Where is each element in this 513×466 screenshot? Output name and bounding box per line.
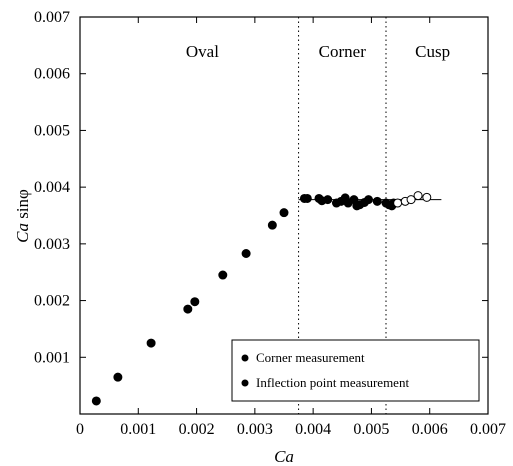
inflection-point-measurement-point: [218, 270, 228, 280]
plot-area: 0 0.001 0.002 0.003 0.004 0.005 0.006 0.007 0.0…: [34, 9, 506, 438]
data-points: [91, 191, 432, 406]
y-tick-label: 0.001: [34, 349, 70, 366]
x-tick-label: 0.005: [353, 421, 389, 438]
region-boundaries: [298, 17, 387, 414]
legend-marker-inflection: [241, 379, 249, 387]
y-tick-label: 0.007: [34, 9, 70, 26]
x-axis-title: Ca: [274, 447, 294, 466]
inflection-point-measurement-point: [91, 396, 101, 406]
y-axis-ticks: 0.001 0.002 0.003 0.004 0.005 0.006 0.007: [34, 9, 488, 366]
legend-box: [231, 339, 480, 402]
inflection-point-measurement-point: [279, 208, 289, 218]
inflection-point-measurement-point: [302, 193, 312, 203]
inflection-point-measurement-point: [146, 338, 156, 348]
inflection-point-measurement-point: [190, 297, 200, 307]
y-tick-label: 0.004: [34, 179, 70, 196]
corner-measurement-point: [406, 195, 416, 205]
y-tick-label: 0.006: [34, 66, 70, 83]
x-axis-ticks: 0 0.001 0.002 0.003 0.004 0.005 0.006 0.007: [76, 17, 506, 438]
plot-frame: [79, 16, 489, 415]
region-labels: Oval Corner Cusp: [186, 42, 450, 61]
x-tick-label: 0.002: [179, 421, 215, 438]
legend-label-inflection: Inflection point measurement: [256, 375, 409, 390]
x-tick-label: 0.001: [120, 421, 156, 438]
legend-label-corner: Corner measurement: [256, 350, 365, 365]
region-label-corner: Corner: [319, 42, 367, 61]
x-tick-label: 0.007: [470, 421, 506, 438]
legend: Corner measurement Inflection point meas…: [231, 339, 480, 402]
y-tick-label: 0.002: [34, 293, 70, 310]
legend-marker-corner: [241, 354, 249, 362]
x-tick-label: 0: [76, 421, 84, 438]
inflection-point-measurement-point: [323, 195, 333, 205]
inflection-point-measurement-point: [372, 196, 382, 206]
inflection-point-measurement-point: [183, 304, 193, 314]
x-tick-label: 0.006: [412, 421, 448, 438]
inflection-point-measurement-point: [241, 248, 251, 258]
x-tick-label: 0.004: [295, 421, 331, 438]
corner-measurement-point: [422, 192, 432, 202]
region-label-oval: Oval: [186, 42, 219, 61]
corner-measurement-point: [413, 191, 423, 201]
corner-measurement-point: [393, 198, 403, 208]
y-axis-title: Ca sinφ: [13, 189, 32, 243]
region-label-cusp: Cusp: [415, 42, 450, 61]
inflection-point-measurement-point: [113, 372, 123, 382]
y-tick-label: 0.003: [34, 236, 70, 253]
inflection-point-measurement-point: [364, 195, 374, 205]
inflection-point-measurement-point: [267, 220, 277, 230]
y-tick-label: 0.005: [34, 122, 70, 139]
x-tick-label: 0.003: [237, 421, 273, 438]
